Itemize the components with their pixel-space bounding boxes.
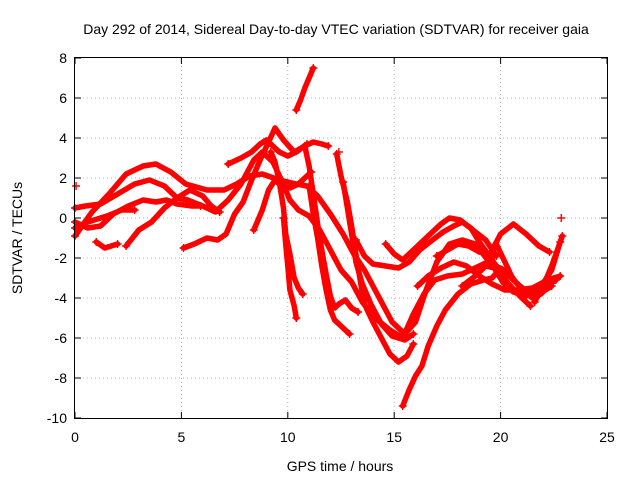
x-tick-label: 25 <box>599 429 615 445</box>
data-layer <box>71 64 567 410</box>
y-tick-label: 8 <box>59 50 67 66</box>
series-track-4 <box>72 197 204 231</box>
y-tick-label: -8 <box>55 370 68 386</box>
y-tick-label: -4 <box>55 290 68 306</box>
data-point-marker <box>122 242 131 250</box>
grid-layer <box>75 58 607 418</box>
data-point-marker <box>305 182 314 190</box>
x-tick-label: 10 <box>280 429 296 445</box>
series-track-13 <box>306 183 353 337</box>
series-track-18 <box>399 265 555 409</box>
x-tick-label: 5 <box>178 429 186 445</box>
x-tick-label: 15 <box>386 429 402 445</box>
series-track-17 <box>382 215 500 263</box>
y-tick-label: 2 <box>59 170 67 186</box>
data-point-marker <box>72 182 81 190</box>
data-point-marker <box>179 244 188 252</box>
data-point-marker <box>324 142 333 150</box>
series-track-6 <box>123 187 223 249</box>
data-point-marker <box>292 314 301 322</box>
x-tick-label: 20 <box>493 429 509 445</box>
data-point-marker <box>398 402 407 410</box>
y-tick-label: 4 <box>59 130 67 146</box>
data-point-marker <box>224 160 233 168</box>
data-point-marker <box>556 272 565 280</box>
data-point-marker <box>300 142 309 150</box>
y-axis-label: SDTVAR / TECUs <box>9 182 25 294</box>
axes-layer: 0 5 10 15 20 25 -10 -8 -6 -4 -2 0 2 4 6 8 <box>47 50 615 445</box>
data-point-marker <box>458 282 467 290</box>
series-track-9 <box>225 137 310 167</box>
data-point-marker <box>292 106 301 114</box>
plot-frame <box>74 57 608 419</box>
data-point-marker <box>381 240 390 248</box>
data-point-marker <box>409 340 418 348</box>
series-track-19 <box>414 259 563 293</box>
y-tick-label: 0 <box>59 210 67 226</box>
data-point-marker <box>490 252 499 260</box>
data-point-marker <box>334 148 343 156</box>
series-track-11 <box>280 215 300 321</box>
data-point-marker <box>345 330 354 338</box>
x-tick-label: 0 <box>71 429 79 445</box>
series-track-12 <box>302 143 361 315</box>
series-track-23 <box>293 65 317 113</box>
data-point-marker <box>196 202 205 210</box>
data-point-marker <box>409 330 418 338</box>
data-point-marker <box>249 226 258 234</box>
data-point-marker <box>279 214 288 222</box>
data-point-marker <box>298 290 307 298</box>
data-point-marker <box>530 298 539 306</box>
y-tick-label: -10 <box>47 410 67 426</box>
y-tick-label: -6 <box>55 330 68 346</box>
y-tick-label: 6 <box>59 90 67 106</box>
data-point-marker <box>526 302 535 310</box>
data-point-marker <box>339 178 348 186</box>
data-point-marker <box>113 240 122 248</box>
data-point-marker <box>557 214 566 222</box>
data-point-marker <box>351 236 360 244</box>
chart-title: Day 292 of 2014, Sidereal Day-to-day VTE… <box>83 21 589 37</box>
series-track-22 <box>531 233 566 305</box>
data-point-marker <box>215 208 224 216</box>
data-point-marker <box>354 308 363 316</box>
data-point-marker <box>92 238 101 246</box>
series-track-5 <box>93 239 121 251</box>
data-point-marker <box>309 64 318 72</box>
data-point-marker <box>413 282 422 290</box>
data-point-marker <box>545 248 554 256</box>
y-tick-label: -2 <box>55 250 68 266</box>
series-track-20 <box>434 221 553 259</box>
data-point-marker <box>266 148 275 156</box>
data-point-marker <box>558 232 567 240</box>
x-axis-label: GPS time / hours <box>287 458 394 474</box>
data-point-marker <box>130 206 139 214</box>
series-track-15 <box>340 179 417 343</box>
data-point-marker <box>432 252 441 260</box>
